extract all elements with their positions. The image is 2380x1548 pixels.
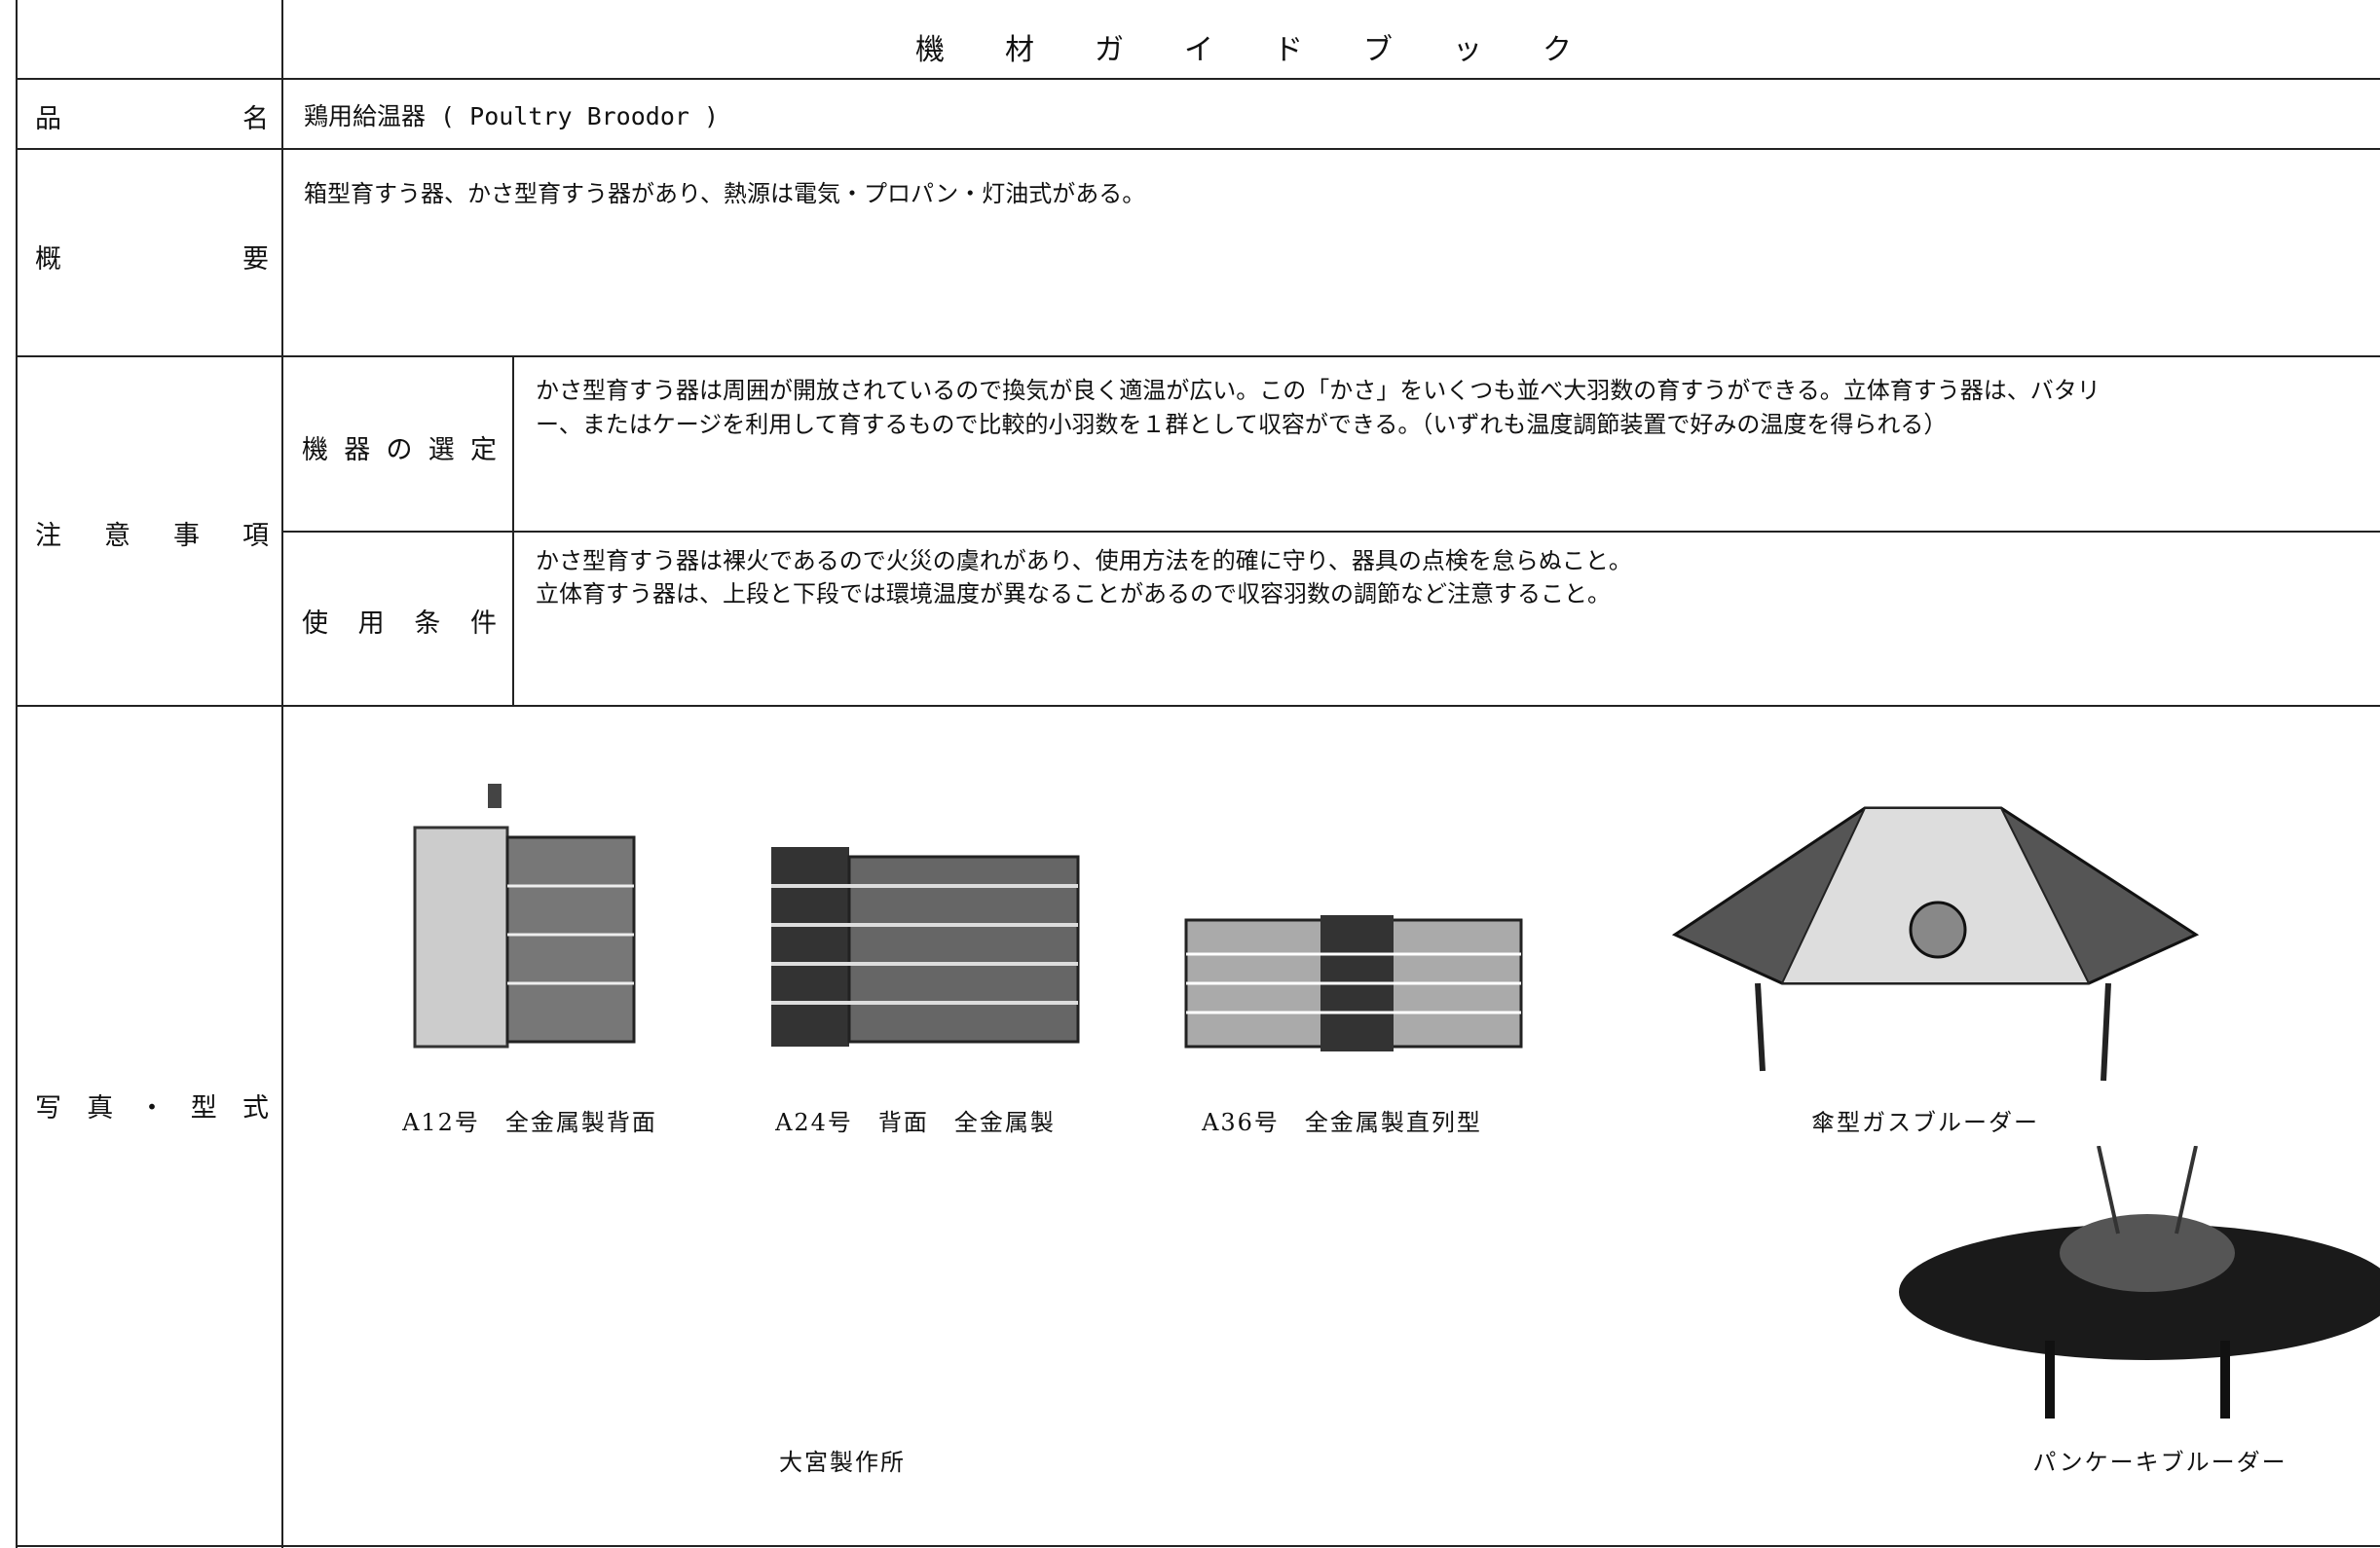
label: 機器の選定 bbox=[302, 435, 497, 465]
photo bbox=[413, 784, 636, 1049]
photo bbox=[1184, 915, 1523, 1051]
caption: A24号 背面 全金属製 bbox=[775, 1109, 1056, 1136]
caption: A12号 全金属製背面 bbox=[402, 1109, 657, 1136]
photo bbox=[771, 847, 1080, 1047]
caption: 傘型ガスブルーダー bbox=[1811, 1109, 2039, 1136]
caption: パンケーキブルーダー bbox=[2032, 1449, 2287, 1476]
label: 使用条件 bbox=[302, 608, 497, 639]
photo bbox=[1899, 1146, 2380, 1419]
border bbox=[16, 355, 2380, 357]
label: 概要 bbox=[35, 244, 269, 275]
label: 品名 bbox=[35, 104, 269, 134]
title: 機材ガイドブック bbox=[915, 33, 1632, 67]
border bbox=[16, 78, 2380, 80]
border bbox=[16, 148, 2380, 150]
text-line: かさ型育すう器は裸火であるので火災の虞れがあり、使用方法を的確に守り、器具の点検… bbox=[536, 547, 1632, 574]
maker: 大宮製作所 bbox=[779, 1449, 906, 1476]
border bbox=[16, 705, 2380, 707]
caption: A36号 全金属製直列型 bbox=[1202, 1109, 1482, 1136]
photo bbox=[1671, 806, 2200, 1082]
border bbox=[16, 1545, 2380, 1547]
label: 注意事項 bbox=[35, 521, 269, 551]
text-line: ー、またはケージを利用して育するもので比較的小羽数を１群として収容ができる。（い… bbox=[536, 411, 1948, 438]
border bbox=[16, 0, 18, 1548]
border bbox=[281, 0, 283, 1548]
border bbox=[282, 531, 2380, 533]
text-line: かさ型育すう器は周囲が開放されているので換気が良く適温が広い。この「かさ」をいく… bbox=[536, 377, 2101, 404]
label: 写真・型式 bbox=[35, 1093, 269, 1124]
item-value: 鶏用給温器 ( Poultry Broodor ) bbox=[304, 102, 720, 130]
overview-text: 箱型育すう器、かさ型育すう器があり、熱源は電気・プロパン・灯油式がある。 bbox=[304, 180, 1146, 207]
text-line: 立体育すう器は、上段と下段では環境温度が異なることがあるので収容羽数の調節など注… bbox=[536, 580, 1611, 608]
